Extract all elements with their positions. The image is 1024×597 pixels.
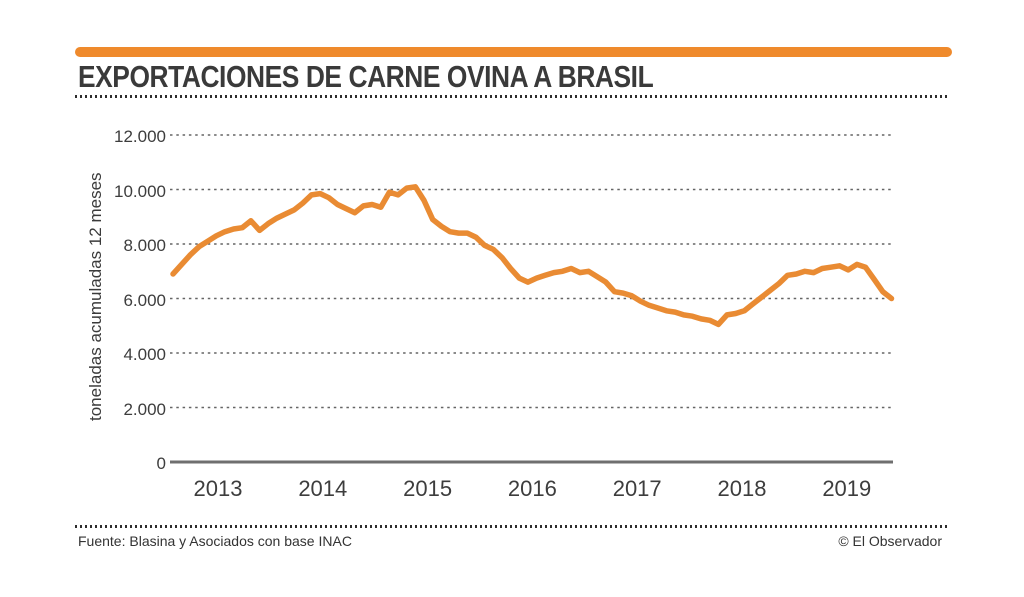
footer-divider	[75, 525, 948, 528]
chart-title: EXPORTACIONES DE CARNE OVINA A BRASIL	[78, 59, 654, 94]
data-line	[170, 184, 895, 328]
y-tick-label: 10.000	[114, 181, 166, 201]
y-tick-label: 0	[156, 454, 166, 473]
source-note: Fuente: Blasina y Asociados con base INA…	[78, 533, 352, 549]
x-tick-label: 2014	[298, 476, 348, 501]
y-tick-label: 2.000	[123, 399, 166, 419]
x-tick-label: 2017	[612, 476, 662, 501]
y-tick-label: 8.000	[123, 236, 166, 255]
y-tick-label: 4.000	[123, 345, 166, 364]
accent-bar	[75, 47, 952, 57]
x-tick-label: 2013	[193, 476, 243, 501]
publisher-credit: © El Observador	[838, 533, 942, 549]
x-tick-label: 2015	[403, 476, 453, 501]
x-tick-label: 2019	[822, 476, 872, 501]
x-tick-label: 2018	[717, 476, 767, 501]
title-divider	[75, 95, 948, 98]
x-tick-label: 2016	[507, 476, 557, 501]
y-tick-label: 6.000	[123, 290, 166, 310]
y-tick-label: 12.000	[114, 127, 166, 146]
